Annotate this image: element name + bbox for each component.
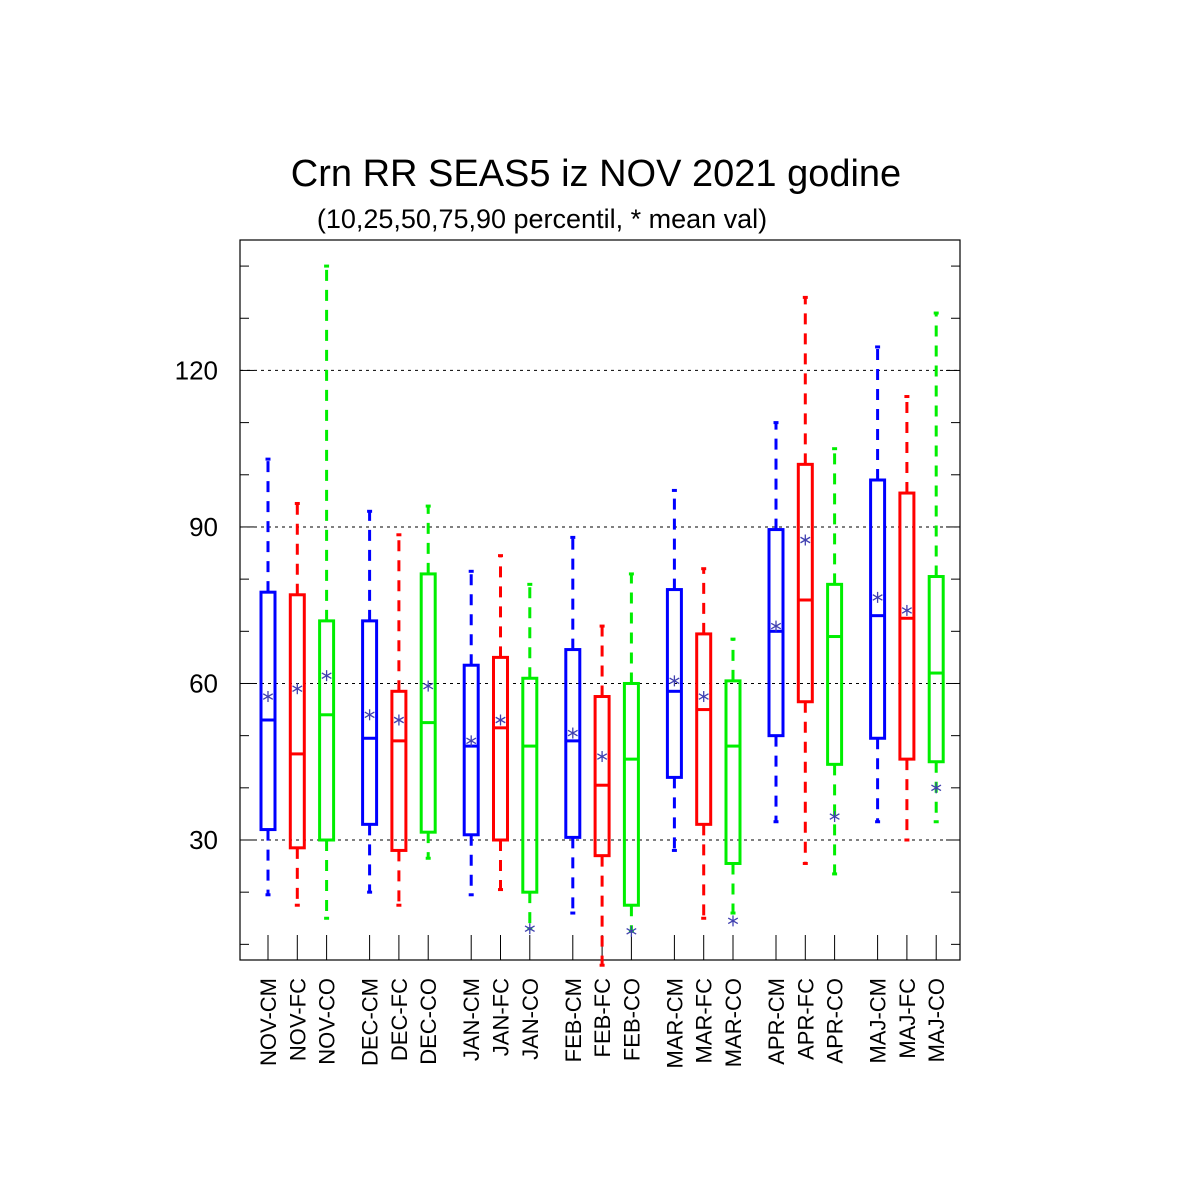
category-label-jan-co: JAN-CO: [518, 978, 543, 1060]
mean-marker-maj-fc: [901, 604, 913, 616]
boxes: [259, 264, 945, 967]
category-label-maj-cm: MAJ-CM: [866, 978, 891, 1064]
mean-marker-stroke-2: [262, 693, 274, 700]
mean-marker-nov-co: [321, 670, 332, 682]
mean-marker-stroke-2: [364, 711, 375, 719]
mean-marker-stroke-2: [524, 925, 535, 933]
mean-marker-feb-fc: [596, 751, 608, 763]
mean-marker-maj-cm: [872, 591, 883, 603]
box-apr-co: [826, 582, 844, 766]
box-maj-co: [927, 575, 945, 764]
mean-marker-stroke-2: [800, 536, 811, 544]
mean-marker-stroke-2: [423, 682, 434, 690]
box-mar-cm: [665, 588, 683, 779]
category-label-maj-fc: MAJ-FC: [895, 978, 920, 1059]
box-dec-fc: [390, 689, 408, 852]
mean-marker-feb-cm: [567, 727, 578, 739]
mean-marker-nov-cm: [262, 691, 274, 703]
mean-marker-jan-fc: [495, 714, 506, 726]
mean-marker-stroke-2: [626, 927, 637, 935]
box-feb-co: [622, 681, 640, 907]
mean-marker-feb-co: [626, 925, 637, 937]
mean-marker-apr-co: [829, 811, 840, 823]
y-tick-label-90: 90: [189, 512, 218, 542]
chart-subtitle: (10,25,50,75,90 percentil, * mean val): [317, 204, 767, 234]
mean-marker-stroke-2: [698, 693, 709, 700]
box-mar-fc: [695, 632, 713, 826]
mean-marker-stroke-2: [829, 813, 840, 820]
mean-marker-mar-fc: [698, 691, 709, 703]
category-label-dec-fc: DEC-FC: [387, 978, 412, 1061]
box-nov-cm: [259, 590, 277, 832]
chart-title: Crn RR SEAS5 iz NOV 2021 godine: [291, 153, 901, 195]
box-apr-fc: [796, 462, 814, 704]
mean-marker-stroke-2: [596, 753, 608, 760]
box-dec-cm: [361, 619, 379, 826]
mean-marker-stroke-2: [931, 784, 942, 792]
y-tick-label-30: 30: [189, 825, 218, 855]
box-feb-cm: [564, 648, 582, 839]
category-label-maj-co: MAJ-CO: [924, 978, 949, 1062]
mean-marker-mar-cm: [669, 675, 680, 687]
mean-marker-stroke-2: [901, 607, 913, 614]
category-label-nov-fc: NOV-FC: [285, 978, 310, 1061]
box-feb-fc: [593, 695, 611, 858]
mean-marker-apr-cm: [770, 620, 782, 632]
mean-marker-stroke-2: [495, 716, 506, 724]
grid-lines: [240, 369, 960, 841]
mean-marker-stroke-2: [669, 677, 680, 685]
category-label-feb-co: FEB-CO: [619, 978, 644, 1061]
box-jan-fc: [492, 655, 509, 842]
box-jan-co: [521, 676, 539, 894]
category-label-jan-fc: JAN-FC: [489, 978, 514, 1056]
box-nov-fc: [288, 593, 306, 850]
mean-marker-mar-co: [727, 915, 739, 927]
box-dec-co: [419, 572, 437, 834]
box-maj-fc: [898, 491, 916, 761]
category-label-apr-co: APR-CO: [823, 978, 848, 1064]
category-label-feb-fc: FEB-FC: [590, 978, 615, 1058]
category-label-mar-fc: MAR-FC: [692, 978, 717, 1064]
y-tick-label-60: 60: [189, 668, 218, 698]
category-label-dec-cm: DEC-CM: [358, 978, 383, 1066]
mean-marker-stroke-2: [292, 685, 303, 693]
category-label-nov-co: NOV-CO: [315, 978, 340, 1065]
category-label-nov-cm: NOV-CM: [256, 978, 281, 1066]
mean-marker-stroke-2: [727, 917, 739, 925]
mean-marker-jan-co: [524, 923, 535, 935]
category-label-mar-cm: MAR-CM: [662, 978, 687, 1068]
category-label-apr-fc: APR-FC: [793, 978, 818, 1060]
box-maj-cm: [869, 478, 887, 740]
mean-marker-stroke-2: [466, 737, 477, 745]
category-label-dec-co: DEC-CO: [416, 978, 441, 1065]
y-tick-label-120: 120: [175, 355, 218, 385]
mean-marker-stroke-2: [393, 716, 405, 724]
box-nov-co: [318, 619, 336, 842]
mean-marker-stroke-2: [321, 672, 332, 679]
mean-marker-dec-cm: [364, 709, 375, 721]
axes: 30 60 90 120: [175, 239, 961, 961]
box-mar-co: [724, 679, 742, 865]
mean-marker-jan-cm: [466, 735, 477, 747]
mean-marker-dec-co: [423, 680, 434, 692]
category-label-jan-cm: JAN-CM: [459, 978, 484, 1061]
mean-marker-stroke-2: [872, 594, 883, 601]
mean-marker-dec-fc: [393, 714, 405, 726]
mean-marker-apr-fc: [800, 534, 811, 546]
category-label-feb-cm: FEB-CM: [561, 978, 586, 1062]
category-label-apr-cm: APR-CM: [764, 978, 789, 1065]
mean-marker-maj-co: [931, 782, 942, 794]
box-jan-cm: [462, 663, 480, 837]
category-label-mar-co: MAR-CO: [721, 978, 746, 1067]
category-labels: NOV-CM NOV-FC NOV-CO DEC-CM DEC-FC DEC-CO JAN-…: [256, 978, 949, 1069]
mean-marker-stroke-2: [770, 622, 782, 630]
mean-marker-stroke-2: [567, 729, 578, 737]
mean-marker-nov-fc: [292, 683, 303, 695]
plot-frame: [239, 239, 961, 961]
